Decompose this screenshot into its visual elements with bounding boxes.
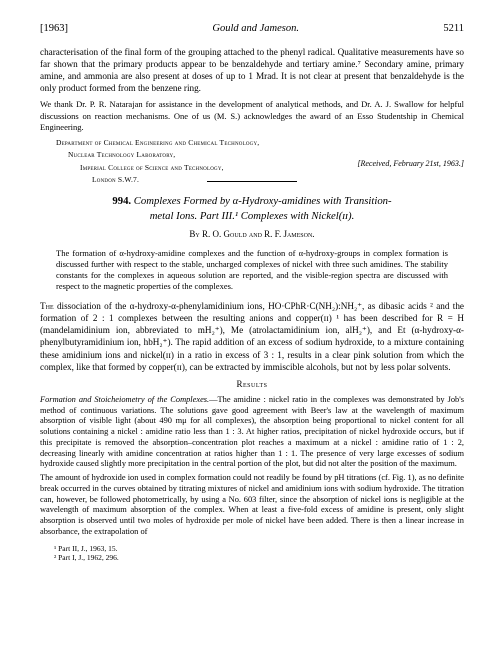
running-year: [1963]	[40, 22, 68, 36]
results-subhead-1: Formation and Stoicheiometry of the Comp…	[40, 395, 209, 404]
footnote-2: ² Part I, J., 1962, 296.	[54, 553, 464, 562]
journal-page: [1963] Gould and Jameson. 5211 character…	[0, 0, 500, 655]
results-paragraph-2: The amount of hydroxide ion used in comp…	[40, 473, 464, 538]
article-title: 994. Complexes Formed by α-Hydroxy-amidi…	[48, 194, 456, 223]
results-paragraph-1: Formation and Stoicheiometry of the Comp…	[40, 395, 464, 470]
lead-word: The	[40, 301, 54, 311]
results-1-text: —The amidine : nickel ratio in the compl…	[40, 395, 464, 469]
author-byline: By R. O. Gould and R. F. Jameson.	[40, 229, 464, 241]
footnotes: ¹ Part II, J., 1963, 15. ² Part I, J., 1…	[54, 544, 464, 563]
title-line-1: Complexes Formed by α-Hydroxy-amidines w…	[134, 195, 392, 207]
acknowledgements: We thank Dr. P. R. Natarajan for assista…	[40, 99, 464, 133]
title-line-2: metal Ions. Part III.¹ Complexes with Ni…	[150, 210, 355, 222]
footnote-1: ¹ Part II, J., 1963, 15.	[54, 544, 464, 553]
section-rule	[207, 181, 297, 182]
article-number: 994.	[112, 195, 131, 207]
body-1-text: dissociation of the α-hydroxy-α-phenylam…	[40, 301, 464, 372]
carryover-paragraph: characterisation of the final form of th…	[40, 46, 464, 95]
body-paragraph-1: The dissociation of the α-hydroxy-α-phen…	[40, 300, 464, 373]
running-head: [1963] Gould and Jameson. 5211	[40, 22, 464, 36]
running-page-number: 5211	[443, 22, 464, 36]
affil-line-1: Department of Chemical Engineering and C…	[56, 138, 464, 147]
affil-line-4: London S.W.7.	[92, 175, 464, 184]
running-authors: Gould and Jameson.	[212, 22, 299, 36]
abstract: The formation of α-hydroxy-amidine compl…	[56, 248, 448, 292]
results-heading: Results	[40, 379, 464, 391]
